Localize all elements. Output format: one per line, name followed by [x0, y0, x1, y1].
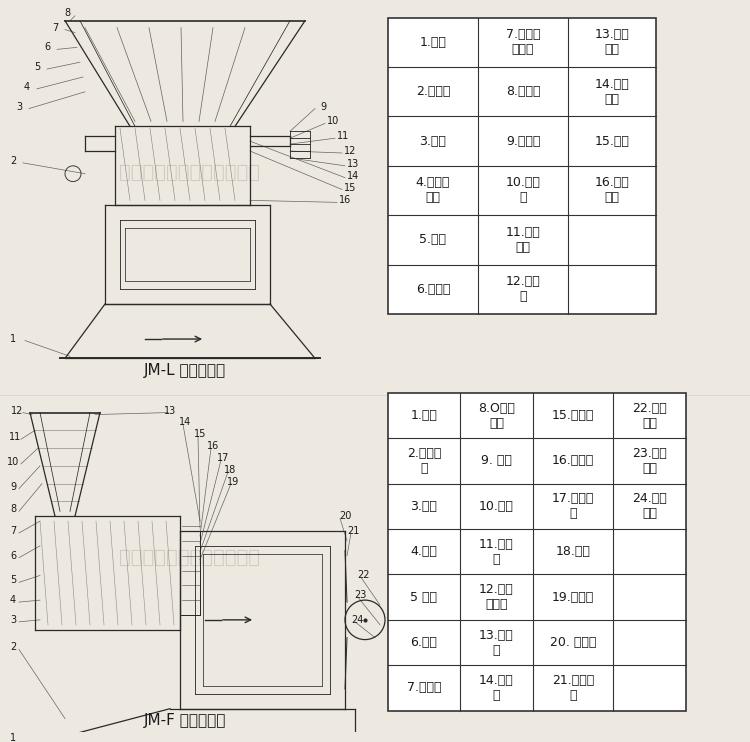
Text: 1: 1 [10, 334, 16, 344]
Text: JM-L 立式胶体磨: JM-L 立式胶体磨 [144, 363, 226, 378]
Text: 4.自循环
系统: 4.自循环 系统 [416, 177, 450, 205]
Text: 6: 6 [10, 551, 16, 561]
Text: 11: 11 [9, 433, 21, 442]
Text: 5: 5 [10, 575, 16, 585]
Text: 12.自循
环系统: 12.自循 环系统 [479, 583, 514, 611]
Text: 24.从皮
带轮: 24.从皮 带轮 [632, 493, 667, 520]
Text: 23.电动
机座: 23.电动 机座 [632, 447, 667, 475]
Text: 12: 12 [10, 406, 23, 416]
Text: 9: 9 [10, 482, 16, 492]
Text: 13: 13 [164, 406, 176, 416]
Bar [388, 18, 656, 314]
Bar [388, 393, 686, 711]
Text: 23: 23 [354, 590, 366, 600]
Text: 1: 1 [10, 733, 16, 742]
Text: 17.密封组
件: 17.密封组 件 [552, 493, 594, 520]
Text: 3: 3 [16, 102, 22, 111]
Text: 宁波骏丰伟业机械有限公司: 宁波骏丰伟业机械有限公司 [119, 548, 260, 567]
Text: 10.压盖: 10.压盖 [479, 500, 514, 513]
Text: 3.端盖: 3.端盖 [419, 134, 446, 148]
Text: 5.手柄: 5.手柄 [419, 233, 446, 246]
Text: 15.壳体: 15.壳体 [595, 134, 629, 148]
Text: 14.密封
组件: 14.密封 组件 [595, 78, 629, 106]
Text: 15: 15 [194, 430, 206, 439]
Text: 1.底座: 1.底座 [419, 36, 446, 49]
Text: 宁波骏丰伟业机械有限公司: 宁波骏丰伟业机械有限公司 [506, 550, 615, 565]
Text: 宁波骏丰伟业机械有限公司: 宁波骏丰伟业机械有限公司 [506, 190, 615, 205]
Text: 20: 20 [339, 511, 351, 521]
Text: 21: 21 [346, 526, 359, 536]
Text: 22.三角
皮带: 22.三角 皮带 [632, 401, 667, 430]
Text: 10: 10 [7, 457, 20, 467]
Text: 9.旋叶刀: 9.旋叶刀 [506, 134, 540, 148]
Text: 15: 15 [344, 183, 356, 192]
Text: 7.冷却水
管接头: 7.冷却水 管接头 [506, 28, 540, 56]
Text: 4: 4 [24, 82, 30, 92]
Text: 24: 24 [351, 615, 363, 625]
Text: 13.旋叶
刀: 13.旋叶 刀 [479, 628, 514, 657]
Text: 6.调节盘: 6.调节盘 [416, 283, 450, 296]
Text: 11.定位
耗钉: 11.定位 耗钉 [506, 226, 540, 254]
Text: 2.主皮带
轮: 2.主皮带 轮 [406, 447, 441, 475]
Text: 11: 11 [337, 131, 349, 141]
Text: 16.调节盘: 16.调节盘 [552, 454, 594, 467]
Text: 2: 2 [10, 643, 16, 652]
Text: 19.排泄孔: 19.排泄孔 [552, 591, 594, 604]
Text: 4.主轴: 4.主轴 [410, 545, 437, 558]
Bar [388, 393, 686, 711]
Text: 2: 2 [10, 156, 16, 166]
Text: 8: 8 [10, 505, 16, 514]
Text: 6: 6 [44, 42, 50, 53]
Text: 14.动磨
盘: 14.动磨 盘 [479, 674, 514, 702]
Text: 14: 14 [346, 171, 359, 181]
Text: 16.主轴
轴承: 16.主轴 轴承 [595, 177, 629, 205]
Text: 9. 手柄: 9. 手柄 [481, 454, 512, 467]
Text: 18.壳体: 18.壳体 [556, 545, 590, 558]
Text: 11.加料
斗: 11.加料 斗 [479, 538, 514, 565]
Text: 4: 4 [10, 595, 16, 605]
Text: 21.调节螺
丝: 21.调节螺 丝 [552, 674, 594, 702]
Text: 13: 13 [346, 159, 359, 169]
Text: 10.动磨
盘: 10.动磨 盘 [506, 177, 541, 205]
Text: 16: 16 [207, 441, 219, 451]
Text: 1.底座: 1.底座 [410, 409, 437, 422]
Text: 9: 9 [320, 102, 326, 111]
Text: 14: 14 [178, 418, 191, 427]
Text: 17: 17 [217, 453, 229, 463]
Text: 12: 12 [344, 146, 356, 156]
Text: 22: 22 [357, 571, 369, 580]
Text: 7: 7 [52, 23, 58, 33]
Text: 8.加料斗: 8.加料斗 [506, 85, 540, 98]
Text: 2.电动机: 2.电动机 [416, 85, 450, 98]
Text: 7.出料口: 7.出料口 [406, 681, 441, 695]
Text: JM-F 分体胶体磨: JM-F 分体胶体磨 [144, 713, 226, 728]
Text: 5: 5 [34, 62, 40, 72]
Text: 15.静磨盘: 15.静磨盘 [552, 409, 594, 422]
Text: 8: 8 [64, 8, 70, 18]
Text: 12.静磨
盘: 12.静磨 盘 [506, 275, 540, 303]
Text: 3: 3 [10, 615, 16, 625]
Text: 3.轴承: 3.轴承 [410, 500, 437, 513]
Text: 7: 7 [10, 526, 16, 536]
Text: 20. 电动机: 20. 电动机 [550, 636, 596, 649]
Text: 13.冷却
通道: 13.冷却 通道 [595, 28, 629, 56]
Text: 18: 18 [224, 464, 236, 475]
Text: 8.O型密
封圈: 8.O型密 封圈 [478, 401, 515, 430]
Text: 10: 10 [327, 116, 339, 126]
Text: 16: 16 [339, 195, 351, 206]
Text: 宁波骏丰伟业机械有限公司: 宁波骏丰伟业机械有限公司 [119, 163, 260, 183]
Bar [388, 18, 656, 314]
Text: 5 机座: 5 机座 [410, 591, 437, 604]
Text: 19: 19 [226, 476, 239, 487]
Text: 6.轴承: 6.轴承 [410, 636, 437, 649]
